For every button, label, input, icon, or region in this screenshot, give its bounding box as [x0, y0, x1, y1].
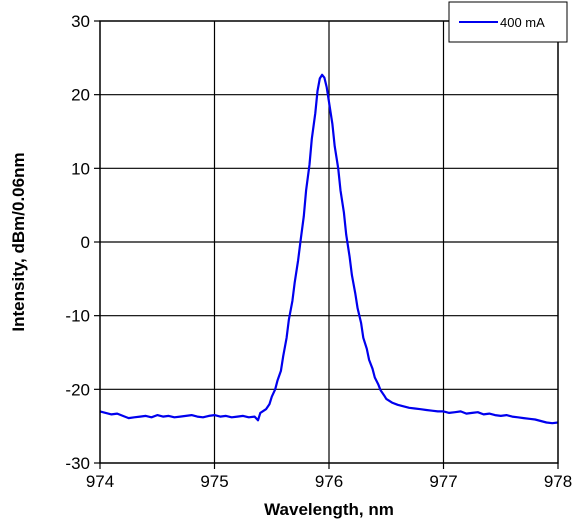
x-tick-label: 976: [315, 472, 343, 491]
x-tick-label: 978: [544, 472, 572, 491]
y-tick-label: -20: [65, 380, 90, 399]
y-tick-label: 20: [71, 86, 90, 105]
legend: 400 mA: [448, 1, 568, 43]
x-tick-label: 977: [429, 472, 457, 491]
y-tick-label: 30: [71, 12, 90, 31]
series-line: [99, 73, 559, 425]
legend-label: 400 mA: [500, 15, 545, 30]
x-tick-label: 974: [86, 472, 114, 491]
grid: [100, 21, 558, 463]
y-tick-label: 10: [71, 159, 90, 178]
y-tick-label: -30: [65, 454, 90, 473]
x-tick-label: 975: [200, 472, 228, 491]
x-axis-ticks: 974 975 976 977 978: [86, 463, 572, 491]
x-axis-title: Wavelength, nm: [264, 500, 394, 519]
y-tick-label: -10: [65, 307, 90, 326]
y-axis-ticks: -30 -20 -10 0 10 20 30: [65, 12, 100, 473]
y-tick-label: 0: [81, 233, 90, 252]
y-axis-title: Intensity, dBm/0.06nm: [9, 152, 28, 331]
series-layer: [99, 73, 559, 425]
